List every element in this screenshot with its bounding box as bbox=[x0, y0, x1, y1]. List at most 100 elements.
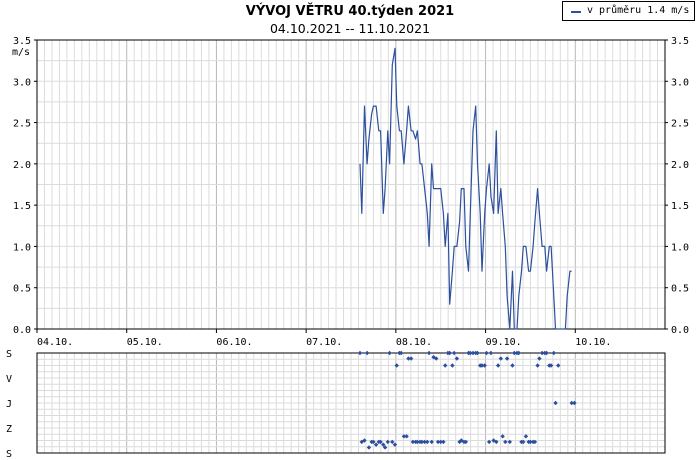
direction-point bbox=[357, 350, 363, 356]
direction-point bbox=[498, 356, 504, 361]
direction-point bbox=[415, 439, 420, 445]
direction-point bbox=[419, 439, 425, 445]
speed-ytick-label-right: 3.5 bbox=[671, 36, 689, 47]
xtick-label: 06.10. bbox=[216, 337, 252, 348]
direction-point bbox=[512, 350, 517, 356]
xtick-label: 05.10. bbox=[127, 337, 163, 348]
direction-point bbox=[447, 350, 452, 356]
direction-point bbox=[486, 439, 492, 445]
direction-ytick-label: J bbox=[6, 399, 12, 410]
speed-ytick-label-right: 0.0 bbox=[671, 325, 689, 336]
direction-point bbox=[544, 350, 549, 356]
direction-point bbox=[482, 363, 487, 368]
speed-ytick-label-left: 1.5 bbox=[13, 201, 31, 212]
direction-plot-frame bbox=[36, 352, 666, 454]
direction-point bbox=[373, 442, 379, 447]
speed-ytick-label-left: 0.5 bbox=[13, 284, 31, 295]
legend: v průměru 1.4 m/s bbox=[562, 1, 695, 21]
direction-ytick-label: S bbox=[6, 349, 12, 360]
direction-point bbox=[523, 434, 529, 439]
speed-ytick-label-right: 3.0 bbox=[671, 77, 689, 88]
direction-point bbox=[362, 438, 367, 443]
direction-point bbox=[556, 363, 561, 368]
direction-point bbox=[438, 439, 443, 445]
speed-ytick-label-right: 1.0 bbox=[671, 242, 689, 253]
speed-ytick-label-left: 3.0 bbox=[13, 77, 31, 88]
speed-ytick-label-left: 0.0 bbox=[13, 325, 31, 336]
direction-point bbox=[479, 363, 485, 368]
direction-point bbox=[507, 439, 512, 445]
direction-point bbox=[475, 350, 480, 356]
speed-ytick-label-right: 1.5 bbox=[671, 201, 689, 212]
direction-point bbox=[504, 356, 510, 361]
direction-point bbox=[451, 350, 457, 356]
direction-point bbox=[366, 445, 372, 450]
direction-point bbox=[521, 439, 526, 445]
direction-point bbox=[553, 400, 558, 406]
speed-ytick-label-right: 2.5 bbox=[671, 119, 689, 130]
direction-point bbox=[500, 434, 505, 439]
direction-point bbox=[495, 363, 501, 368]
direction-point bbox=[468, 350, 473, 356]
direction-point bbox=[422, 439, 427, 445]
direction-point bbox=[454, 356, 460, 361]
direction-ytick-label: S bbox=[6, 449, 12, 460]
direction-point bbox=[510, 363, 515, 368]
speed-ytick-label-left: 1.0 bbox=[13, 242, 31, 253]
direction-ytick-label: Z bbox=[6, 424, 12, 435]
direction-point bbox=[385, 439, 390, 445]
direction-point bbox=[387, 350, 392, 356]
xtick-label: 10.10. bbox=[575, 337, 611, 348]
speed-ytick-label-left: 2.0 bbox=[13, 160, 31, 171]
direction-point bbox=[426, 350, 432, 356]
direction-point bbox=[470, 350, 476, 356]
speed-ytick-label-right: 0.5 bbox=[671, 284, 689, 295]
direction-point bbox=[537, 356, 542, 361]
direction-point bbox=[443, 363, 448, 368]
direction-point bbox=[516, 350, 521, 356]
direction-point bbox=[503, 439, 508, 445]
direction-point bbox=[539, 350, 545, 356]
direction-point bbox=[494, 439, 499, 445]
chart-title: VÝVOJ VĚTRU 40.týden 2021 bbox=[245, 4, 455, 19]
speed-unit-label: m/s bbox=[12, 47, 30, 58]
xtick-label: 08.10. bbox=[396, 337, 432, 348]
direction-point bbox=[548, 363, 554, 368]
legend-label: v průměru 1.4 m/s bbox=[587, 5, 690, 16]
speed-plot-frame bbox=[36, 39, 666, 330]
direction-point bbox=[569, 400, 574, 406]
direction-point bbox=[394, 363, 399, 368]
speed-ytick-label-left: 2.5 bbox=[13, 119, 31, 130]
direction-point bbox=[404, 434, 409, 439]
direction-point bbox=[378, 439, 383, 445]
legend-swatch bbox=[571, 11, 581, 13]
direction-point bbox=[425, 439, 430, 445]
direction-point bbox=[429, 439, 434, 445]
direction-point bbox=[463, 439, 469, 445]
direction-point bbox=[392, 442, 398, 447]
chart-subtitle: 04.10.2021 -- 11.10.2021 bbox=[269, 21, 431, 36]
speed-series-line bbox=[359, 47, 572, 330]
speed-ytick-label-left: 3.5 bbox=[13, 36, 31, 47]
direction-point bbox=[488, 350, 494, 356]
direction-point bbox=[535, 363, 540, 368]
direction-point bbox=[484, 350, 489, 356]
direction-point bbox=[371, 439, 376, 445]
direction-point bbox=[532, 439, 538, 445]
direction-point bbox=[528, 439, 533, 445]
direction-point bbox=[401, 434, 407, 439]
xtick-label: 09.10. bbox=[486, 337, 522, 348]
direction-ytick-label: V bbox=[6, 374, 12, 385]
direction-point bbox=[399, 350, 404, 356]
direction-point bbox=[390, 439, 395, 445]
direction-point bbox=[450, 363, 455, 368]
direction-point bbox=[572, 400, 577, 406]
direction-point bbox=[382, 445, 388, 450]
direction-point bbox=[410, 439, 416, 445]
direction-point bbox=[551, 350, 556, 356]
direction-point bbox=[406, 356, 411, 361]
direction-point bbox=[435, 439, 441, 445]
speed-ytick-label-right: 2.0 bbox=[671, 160, 689, 171]
direction-point bbox=[381, 442, 386, 447]
